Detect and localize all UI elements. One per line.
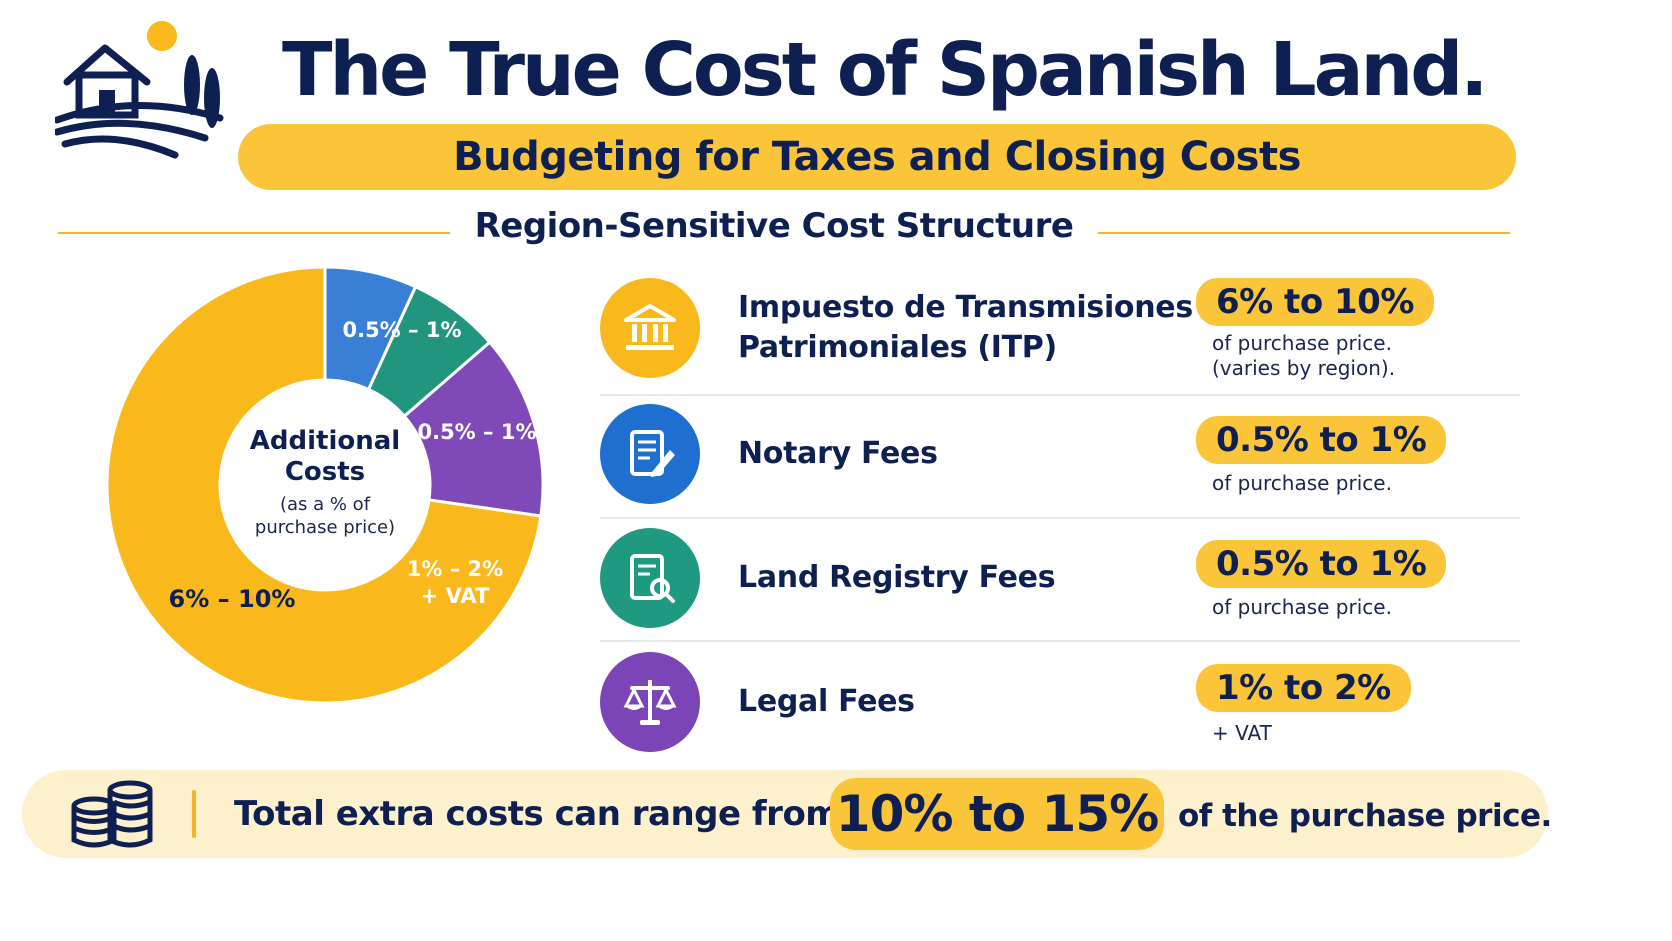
- row-label-land-registry: Land Registry Fees: [738, 560, 1056, 595]
- farmhouse-sun-icon: [55, 21, 224, 159]
- divider-left: [58, 232, 450, 234]
- scales-icon: [600, 652, 700, 752]
- document-pen-icon: [600, 404, 700, 504]
- range-badge-notary: 0.5% to 1%: [1196, 416, 1447, 464]
- segment-label-notary: 0.5% – 1%: [342, 318, 461, 342]
- donut-center-sub-1: (as a % of: [280, 494, 371, 515]
- note-itp-1: of purchase price.: [1212, 331, 1392, 355]
- note-itp-2: (varies by region).: [1212, 356, 1396, 380]
- page-title: The True Cost of Spanish Land.: [282, 27, 1488, 113]
- cost-row-itp: Impuesto de Transmisiones Patrimoniales …: [600, 278, 1520, 388]
- cost-row-legal: Legal Fees 1% to 2% + VAT: [600, 652, 1520, 752]
- cost-row-land-registry: Land Registry Fees 0.5% to 1% of purchas…: [600, 528, 1520, 628]
- coins-stack-icon: [71, 780, 153, 848]
- donut-center-sub-2: purchase price): [255, 517, 395, 538]
- note-notary: of purchase price.: [1212, 471, 1392, 495]
- segment-label-itp: 6% – 10%: [169, 585, 296, 613]
- summary-banner: [22, 770, 1548, 858]
- donut-center-title-2: Costs: [285, 457, 365, 487]
- cost-row-notary: Notary Fees 0.5% to 1% of purchase price…: [600, 404, 1520, 504]
- section-heading: Region-Sensitive Cost Structure: [474, 206, 1074, 246]
- row-divider: [600, 517, 1520, 519]
- row-divider: [600, 394, 1520, 396]
- document-search-icon: [600, 528, 700, 628]
- note-legal: + VAT: [1212, 721, 1272, 745]
- subtitle-banner: Budgeting for Taxes and Closing Costs: [238, 124, 1516, 190]
- row-divider: [600, 640, 1520, 642]
- summary-suffix: of the purchase price.: [1178, 798, 1552, 834]
- bank-building-icon: [600, 278, 700, 378]
- summary-highlight: 10% to 15%: [830, 778, 1164, 850]
- footer-separator: [192, 790, 196, 838]
- row-label-itp-1: Impuesto de Transmisiones: [738, 290, 1193, 325]
- row-label-itp-2: Patrimoniales (ITP): [738, 330, 1057, 365]
- note-land-registry: of purchase price.: [1212, 595, 1392, 619]
- row-label-legal: Legal Fees: [738, 684, 915, 719]
- range-badge-itp: 6% to 10%: [1196, 278, 1434, 326]
- additional-costs-donut: Additional Costs (as a % of purchase pri…: [105, 265, 545, 705]
- summary-text: Total extra costs can range from: [234, 794, 841, 834]
- divider-right: [1098, 232, 1510, 234]
- range-badge-land-registry: 0.5% to 1%: [1196, 540, 1447, 588]
- segment-label-legal-1: 1% – 2%: [407, 557, 503, 581]
- donut-center-title-1: Additional: [250, 426, 400, 456]
- row-label-notary: Notary Fees: [738, 436, 938, 471]
- segment-label-registry: 0.5% – 1%: [417, 420, 536, 444]
- segment-label-legal-2: + VAT: [421, 584, 490, 608]
- subtitle: Budgeting for Taxes and Closing Costs: [453, 134, 1301, 180]
- range-badge-legal: 1% to 2%: [1196, 664, 1411, 712]
